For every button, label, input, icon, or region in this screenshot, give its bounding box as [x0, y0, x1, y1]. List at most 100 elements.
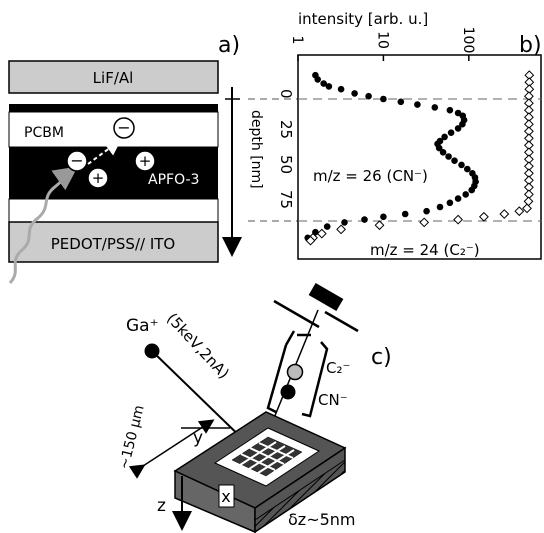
depth-axis-label: depth [nm] — [248, 110, 264, 189]
apfo-label: APFO-3 — [148, 172, 199, 188]
cn-point-39 — [361, 216, 368, 223]
apfo-layer — [9, 147, 218, 199]
hole-right-sign: + — [139, 152, 152, 170]
lif-al-layer — [8, 60, 219, 94]
c2-point-24 — [419, 217, 430, 228]
cn-point-16 — [454, 125, 462, 132]
panel-a-label: a) — [218, 33, 240, 58]
cn-point-18 — [441, 133, 448, 141]
lif-al-label: LiF/Al — [93, 69, 134, 87]
c2-point-23 — [453, 214, 464, 225]
extractor-plate-left — [273, 299, 320, 329]
electron-pcbm-icon — [113, 117, 135, 139]
pedot-ito-layer — [8, 221, 219, 263]
depth-slice-hatch — [254, 459, 346, 533]
hole-right-icon — [134, 150, 156, 172]
cn-point-22 — [439, 149, 447, 156]
cn-point-34 — [446, 199, 454, 207]
cn-point-40 — [341, 219, 348, 226]
cn-series — [304, 71, 479, 242]
plot-frame — [297, 54, 542, 260]
cn-point-4 — [337, 85, 345, 93]
cn-annotation: m/z = 26 (CN⁻) — [313, 167, 428, 185]
cn-ion-icon — [280, 384, 296, 400]
cn-point-11 — [446, 106, 454, 114]
cn-point-23 — [445, 153, 452, 160]
cn-point-6 — [365, 92, 372, 100]
c2-point-20 — [514, 206, 525, 217]
c2-point-29 — [305, 235, 316, 246]
cn-point-3 — [325, 83, 333, 90]
hole-apfo-icon — [87, 167, 109, 189]
cn-point-9 — [414, 101, 421, 108]
c2-ion-label: C₂⁻ — [326, 359, 350, 377]
pcbm-label: PCBM — [24, 125, 64, 141]
photon-path — [8, 166, 78, 285]
panel-c-label: c) — [371, 345, 392, 370]
cn-point-5 — [351, 90, 358, 97]
cn-point-41 — [323, 223, 331, 230]
detector-icon — [308, 282, 344, 312]
x-tick-label-100: 100 — [460, 27, 476, 54]
c2-ion-icon — [286, 363, 304, 381]
cn-point-21 — [435, 144, 443, 152]
c2-point-19 — [522, 203, 532, 214]
electron-apfo-sign: − — [70, 151, 83, 170]
cn-point-8 — [397, 98, 405, 106]
depth-tick-25: 25 — [277, 120, 295, 139]
cn-point-33 — [454, 195, 462, 202]
c2-point-21 — [499, 209, 510, 219]
cn-point-2 — [320, 80, 328, 87]
c2-annotation: m/z = 24 (C₂⁻) — [370, 241, 480, 259]
intensity-axis-title: intensity [arb. u.] — [298, 10, 428, 28]
hole-apfo-sign: + — [92, 169, 105, 187]
cn-point-7 — [380, 95, 387, 103]
size-dimension-label: ~150 µm — [116, 404, 147, 471]
x-tick-label-1: 1 — [289, 36, 305, 45]
x-axis-label: x — [221, 487, 230, 506]
electron-apfo-icon — [66, 150, 88, 172]
cn-point-31 — [468, 186, 476, 194]
depth-resolution-label: δz~5nm — [288, 510, 356, 529]
x-tick-label-10: 10 — [374, 31, 390, 49]
top-black-stripe — [9, 104, 218, 112]
lower-white-layer — [8, 198, 219, 223]
panel-b: intensity [arb. u.] b) 1 10 100 m/z = 26 (… — [289, 10, 542, 260]
cn-point-17 — [447, 129, 455, 136]
panel-c: c) Ga⁺ (5keV,2nA) C₂⁻ CN⁻ — [116, 282, 392, 533]
c2-series — [305, 70, 535, 246]
panel-a: a) LiF/Al PCBM APFO-3 PEDOT/PSS// ITO − … — [8, 33, 300, 285]
depth-tick-0: 0 — [277, 89, 295, 99]
cn-point-38 — [380, 213, 387, 221]
panel-b-label: b) — [519, 33, 542, 58]
depth-tick-50: 50 — [277, 155, 295, 174]
cn-point-32 — [462, 191, 470, 198]
pedot-ito-label: PEDOT/PSS// ITO — [51, 235, 175, 253]
cn-ion-label: CN⁻ — [318, 391, 348, 409]
c2-point-22 — [478, 211, 489, 222]
z-axis-label: z — [157, 496, 166, 516]
cn-point-26 — [464, 165, 471, 173]
cn-point-25 — [458, 161, 465, 169]
cn-point-35 — [436, 203, 444, 211]
cn-point-10 — [431, 104, 439, 111]
c2-point-27 — [316, 228, 327, 239]
cn-point-1 — [314, 76, 322, 83]
charge-transfer-arrow — [87, 139, 122, 165]
cn-point-37 — [401, 210, 409, 218]
analyzer-bracket-left — [266, 330, 296, 414]
cn-point-24 — [451, 157, 458, 164]
extractor-plate-right — [324, 310, 359, 333]
x-tick-group: 1 10 100 — [289, 27, 476, 61]
ga-ion-label: Ga⁺ — [126, 316, 159, 336]
depth-tick-75: 75 — [277, 190, 295, 209]
c2-point-26 — [336, 224, 347, 235]
cn-point-15 — [459, 120, 466, 128]
y-axis-label: y — [193, 428, 203, 448]
x-label-box — [218, 484, 235, 508]
cn-point-36 — [423, 207, 430, 215]
electron-pcbm-sign: − — [117, 118, 130, 137]
raster-grid — [231, 436, 303, 477]
c2-point-25 — [374, 220, 385, 231]
c2-point-18 — [523, 196, 534, 207]
